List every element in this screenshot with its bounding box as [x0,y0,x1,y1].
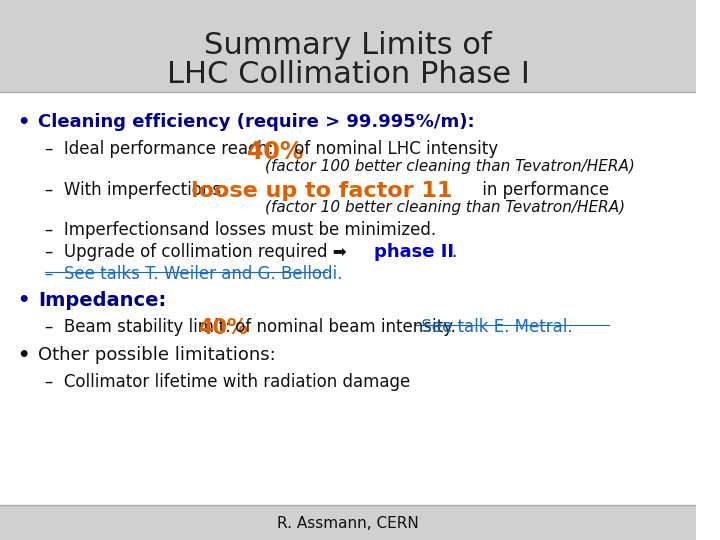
Text: –  Upgrade of collimation required ➡: – Upgrade of collimation required ➡ [45,243,347,261]
Text: of nominal LHC intensity: of nominal LHC intensity [289,140,498,158]
Text: (factor 100 better cleaning than Tevatron/HERA): (factor 100 better cleaning than Tevatro… [264,159,634,174]
Text: •: • [17,346,30,365]
Text: in performance: in performance [477,181,609,199]
Text: LHC Collimation Phase I: LHC Collimation Phase I [166,60,529,89]
Text: (factor 10 better cleaning than Tevatron/HERA): (factor 10 better cleaning than Tevatron… [264,200,625,215]
Text: Summary Limits of: Summary Limits of [204,31,492,60]
Text: –  See talks T. Weiler and G. Bellodi.: – See talks T. Weiler and G. Bellodi. [45,265,343,282]
Text: Other possible limitations:: Other possible limitations: [38,346,276,363]
Text: of nominal beam intensity.: of nominal beam intensity. [230,318,456,335]
Text: –  Beam stability limit:: – Beam stability limit: [45,318,231,335]
Text: –  Imperfectionsand losses must be minimized.: – Imperfectionsand losses must be minimi… [45,221,436,239]
Text: 40%: 40% [199,318,248,338]
Text: –  Ideal performance reach:: – Ideal performance reach: [45,140,274,158]
FancyBboxPatch shape [0,0,696,92]
Text: phase II: phase II [374,243,454,261]
Text: •: • [17,291,30,309]
Text: R. Assmann, CERN: R. Assmann, CERN [277,516,419,531]
Text: loose up to factor 11: loose up to factor 11 [192,181,453,201]
Text: Impedance:: Impedance: [38,291,166,309]
FancyBboxPatch shape [0,505,696,540]
Text: –  With imperfections:: – With imperfections: [45,181,227,199]
Text: .: . [451,243,456,261]
Text: –  Collimator lifetime with radiation damage: – Collimator lifetime with radiation dam… [45,373,410,390]
Text: See talk E. Metral.: See talk E. Metral. [416,318,573,335]
Text: 40%: 40% [247,140,304,164]
Text: Cleaning efficiency (require > 99.995%/m):: Cleaning efficiency (require > 99.995%/m… [38,113,475,131]
Text: •: • [17,113,30,132]
